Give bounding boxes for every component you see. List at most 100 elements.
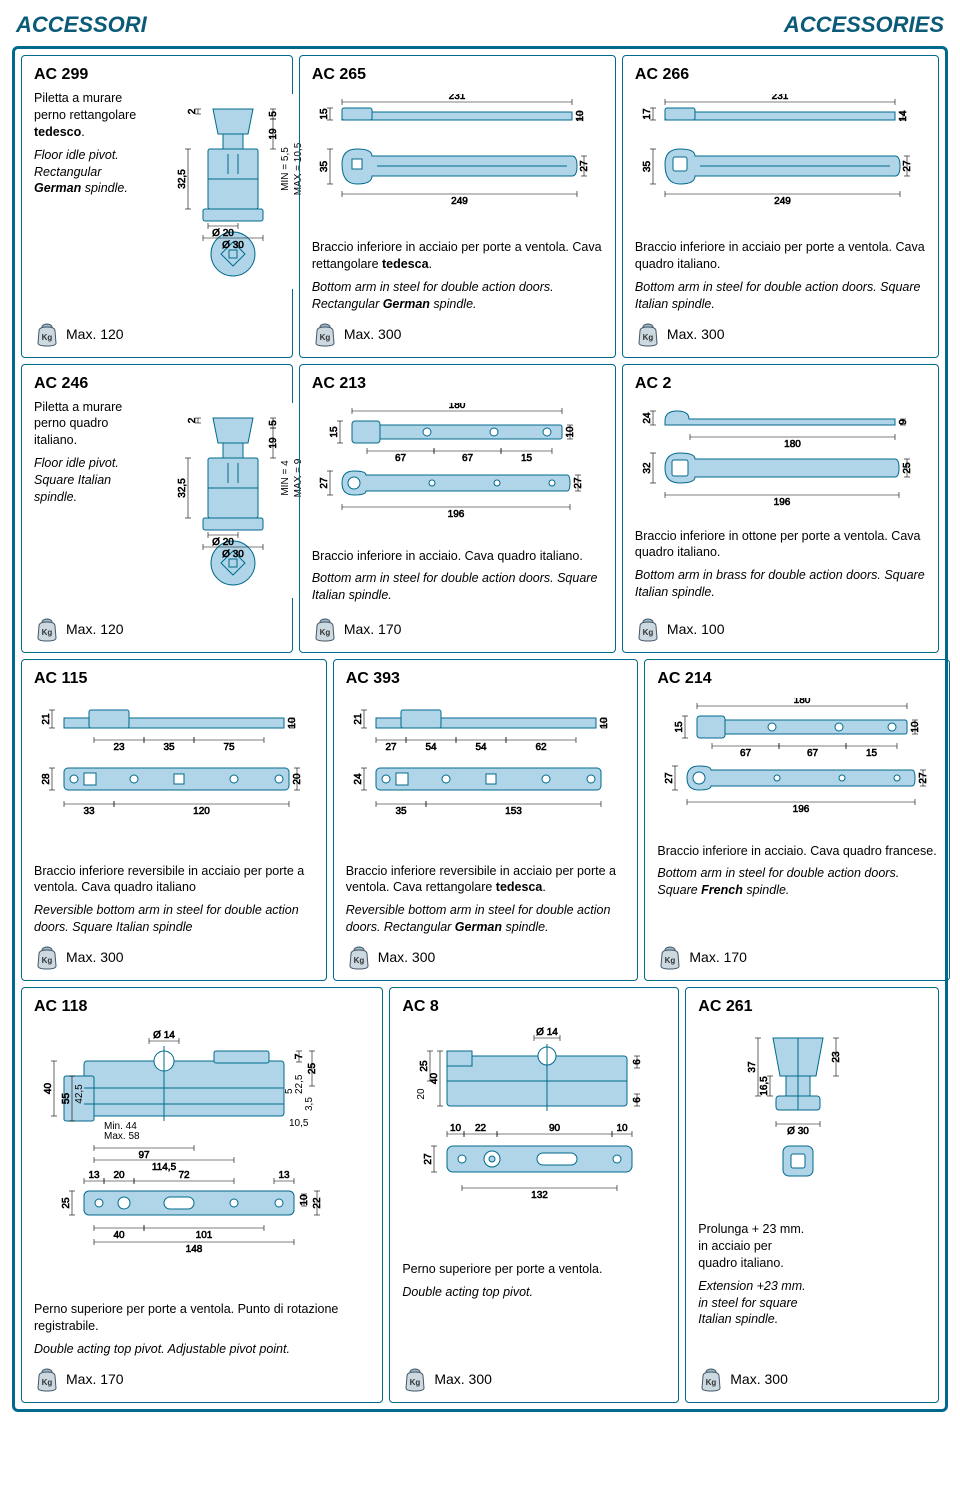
product-card: AC 213 180 15 10 67 67	[299, 364, 616, 653]
svg-text:249: 249	[774, 196, 791, 207]
svg-text:75: 75	[223, 742, 235, 753]
svg-text:19: 19	[268, 128, 279, 140]
desc-en: Extension +23 mm. in steel for square It…	[698, 1278, 807, 1329]
product-code: AC 2	[635, 375, 926, 393]
svg-text:101: 101	[196, 1230, 213, 1241]
svg-text:153: 153	[505, 806, 522, 817]
svg-text:132: 132	[531, 1190, 548, 1201]
desc-en: Bottom arm in steel for double action do…	[657, 865, 937, 899]
svg-text:67: 67	[807, 748, 819, 759]
svg-text:17: 17	[642, 108, 653, 120]
svg-text:67: 67	[462, 453, 474, 464]
weight-icon: Kg	[635, 616, 661, 642]
diagram: 32,5 2 5 19 MIN = 5,5 MAX = 10,5 Ø 20 Ø …	[153, 94, 323, 289]
svg-text:22,5: 22,5	[294, 1074, 305, 1094]
weight-icon: Kg	[698, 1366, 724, 1392]
diagram: Ø 14 25 40 20 6 6 10	[402, 1026, 666, 1251]
svg-text:MIN = 5,5: MIN = 5,5	[280, 147, 291, 191]
weight-row: Kg Max. 300	[34, 936, 314, 970]
desc-it: Braccio inferiore reversibile in acciaio…	[34, 863, 314, 897]
svg-text:20: 20	[416, 1088, 427, 1100]
weight-row: Kg Max. 120	[34, 608, 280, 642]
weight-row: Kg Max. 100	[635, 608, 926, 642]
svg-text:14: 14	[898, 110, 909, 122]
diagram: 24 9 180 32 25 196	[635, 403, 926, 518]
svg-text:67: 67	[395, 453, 407, 464]
desc-it: Piletta a murare perno rettangolare tede…	[34, 90, 145, 141]
svg-text:40: 40	[429, 1073, 440, 1085]
svg-text:231: 231	[448, 94, 465, 102]
weight-label: Max. 300	[66, 949, 124, 965]
desc-en: Bottom arm in brass for double action do…	[635, 567, 926, 601]
weight-label: Max. 300	[434, 1371, 492, 1387]
svg-text:10,5: 10,5	[289, 1118, 309, 1129]
svg-text:10: 10	[599, 717, 610, 729]
weight-label: Max. 300	[667, 326, 725, 342]
svg-text:13: 13	[88, 1170, 100, 1181]
desc-en: Reversible bottom arm in steel for doubl…	[34, 902, 314, 936]
svg-text:25: 25	[419, 1060, 430, 1072]
svg-text:27: 27	[664, 772, 675, 784]
svg-text:25: 25	[902, 462, 913, 474]
desc-it: Piletta a murare perno quadro italiano.	[34, 399, 145, 450]
header-right: ACCESSORIES	[784, 12, 944, 38]
svg-text:231: 231	[772, 94, 789, 102]
weight-row: Kg Max. 300	[698, 1358, 926, 1392]
svg-text:27: 27	[902, 160, 913, 172]
desc-it: Braccio inferiore in ottone per porte a …	[635, 528, 926, 562]
desc-it: Braccio inferiore in acciaio per porte a…	[312, 239, 603, 273]
svg-text:35: 35	[319, 161, 330, 173]
svg-text:42,5: 42,5	[74, 1084, 85, 1104]
desc-it: Braccio inferiore in acciaio per porte a…	[635, 239, 926, 273]
diagram: 32,5 2 5 19 MIN = 4 MAX = 9 Ø 20 Ø 30	[153, 403, 323, 598]
svg-text:10: 10	[287, 717, 298, 729]
svg-text:54: 54	[475, 742, 487, 753]
svg-text:Kg: Kg	[706, 1378, 717, 1387]
weight-icon: Kg	[312, 321, 338, 347]
weight-row: Kg Max. 300	[346, 936, 626, 970]
svg-text:21: 21	[41, 713, 52, 725]
svg-text:72: 72	[178, 1170, 190, 1181]
svg-text:Kg: Kg	[665, 956, 676, 965]
svg-text:10: 10	[565, 426, 576, 438]
product-card: AC 299 Piletta a murare perno rettangola…	[21, 55, 293, 358]
svg-text:25: 25	[61, 1197, 72, 1209]
svg-text:37: 37	[747, 1061, 758, 1073]
weight-label: Max. 170	[344, 621, 402, 637]
svg-text:Max. 58: Max. 58	[104, 1131, 140, 1142]
svg-text:7: 7	[294, 1053, 305, 1059]
svg-text:9: 9	[898, 418, 909, 424]
svg-text:Ø 20: Ø 20	[212, 228, 234, 239]
svg-text:3,5: 3,5	[304, 1097, 315, 1111]
svg-text:20: 20	[113, 1170, 125, 1181]
product-card: AC 261 37 16,5 23 Ø 30	[685, 987, 939, 1403]
svg-text:5: 5	[268, 111, 279, 117]
weight-icon: Kg	[635, 321, 661, 347]
diagram: Ø 14 40 55 42,5 Min. 44 Max. 58 97 114,5…	[34, 1026, 370, 1291]
svg-text:27: 27	[319, 477, 330, 489]
svg-text:28: 28	[41, 773, 52, 785]
svg-text:32,5: 32,5	[177, 169, 188, 189]
product-card: AC 118 Ø 14 40 55 42,5 Min. 44 Max. 58	[21, 987, 383, 1403]
card-row: AC 115 21 10 23 35 75	[21, 659, 939, 982]
svg-text:62: 62	[535, 742, 547, 753]
svg-text:196: 196	[774, 497, 791, 508]
weight-row: Kg Max. 170	[34, 1358, 370, 1392]
diagram: 180 15 10 67 67 15	[312, 403, 603, 538]
weight-label: Max. 300	[730, 1371, 788, 1387]
svg-text:67: 67	[740, 748, 752, 759]
svg-text:249: 249	[451, 196, 468, 207]
product-card: AC 115 21 10 23 35 75	[21, 659, 327, 982]
svg-text:Ø 30: Ø 30	[787, 1126, 809, 1137]
svg-text:Kg: Kg	[42, 333, 53, 342]
svg-text:55: 55	[61, 1093, 72, 1105]
weight-label: Max. 100	[667, 621, 725, 637]
product-code: AC 393	[346, 670, 626, 688]
svg-text:97: 97	[138, 1150, 150, 1161]
weight-icon: Kg	[34, 321, 60, 347]
svg-text:Kg: Kg	[42, 956, 53, 965]
svg-text:27: 27	[385, 742, 397, 753]
product-code: AC 299	[34, 66, 280, 84]
product-card: AC 246 Piletta a murare perno quadro ita…	[21, 364, 293, 653]
catalog-grid: AC 299 Piletta a murare perno rettangola…	[12, 46, 948, 1412]
